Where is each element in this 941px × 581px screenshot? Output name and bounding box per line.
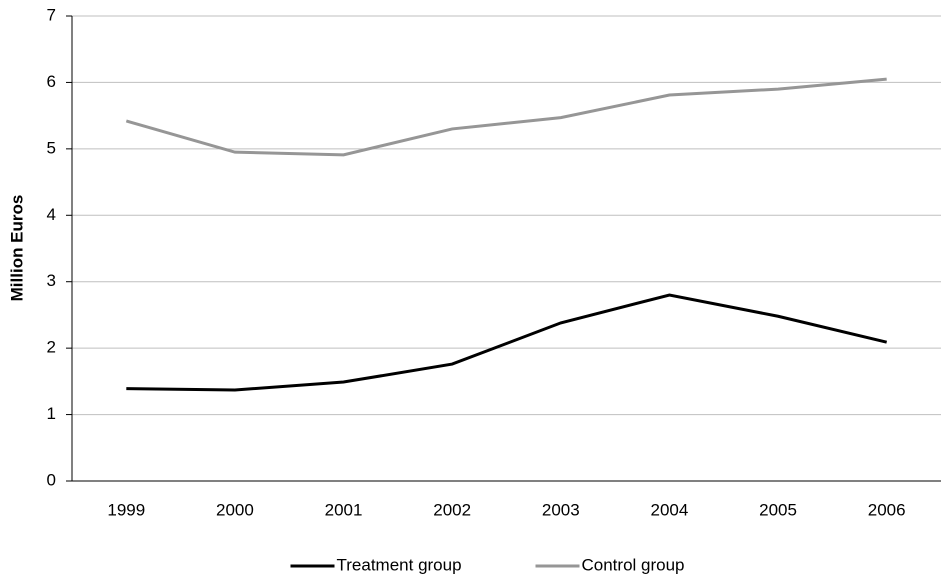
y-tick-label: 3 (47, 271, 56, 290)
x-tick-label: 2004 (651, 500, 689, 519)
x-tick-label: 2000 (216, 500, 254, 519)
y-tick-label: 2 (47, 338, 56, 357)
x-tick-label: 2001 (325, 500, 363, 519)
legend-label: Treatment group (337, 555, 462, 574)
series-line (125, 77, 887, 157)
series-line (126, 293, 888, 392)
legend-label: Control group (582, 555, 685, 574)
x-tick-label: 2006 (868, 500, 906, 519)
x-tick-label: 2003 (542, 500, 580, 519)
y-tick-label: 6 (47, 72, 56, 91)
y-tick-label: 7 (47, 5, 56, 24)
y-tick-label: 5 (47, 138, 56, 157)
x-tick-label: 2005 (759, 500, 797, 519)
y-axis-label: Million Euros (7, 195, 26, 302)
y-tick-label: 0 (47, 470, 56, 489)
y-tick-label: 1 (47, 404, 56, 423)
y-tick-label: 4 (47, 205, 56, 224)
x-tick-label: 1999 (107, 500, 145, 519)
x-tick-label: 2002 (433, 500, 471, 519)
